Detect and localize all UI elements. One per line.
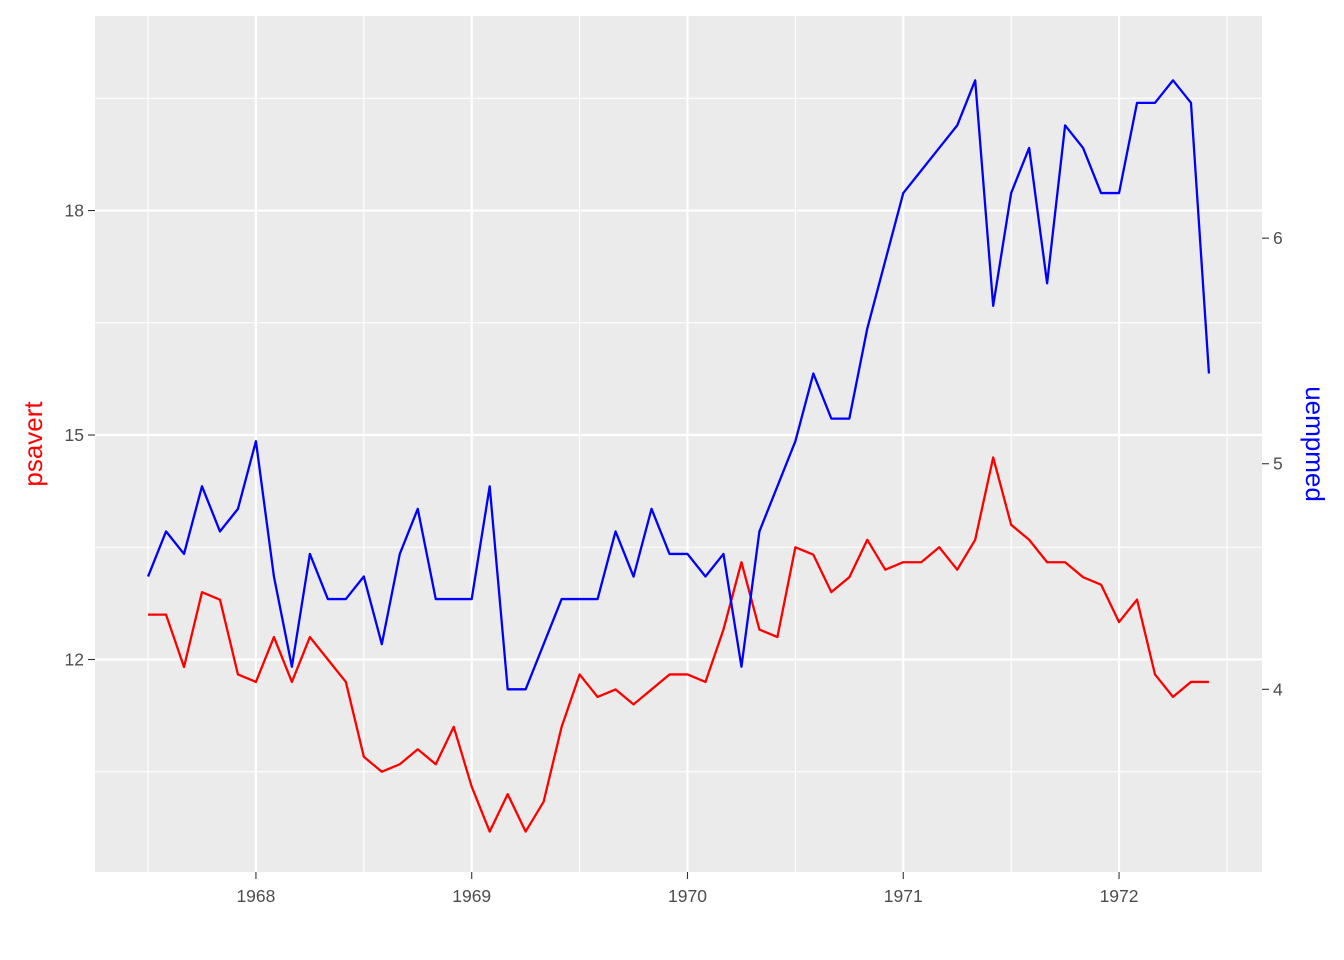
series-line-psavert — [148, 456, 1209, 833]
x-tick-label: 1968 — [236, 886, 275, 906]
y-right-tick-label: 6 — [1273, 228, 1283, 248]
y-axis-right-title: uempmed — [1300, 386, 1330, 502]
y-left-tick-label: 12 — [65, 649, 84, 669]
series-lines — [146, 79, 1211, 833]
x-tick-label: 1971 — [884, 886, 923, 906]
y-right-tick-label: 5 — [1273, 454, 1283, 474]
panel-background — [95, 16, 1262, 872]
y-left-tick-label: 15 — [65, 425, 84, 445]
x-tick-label: 1970 — [668, 886, 707, 906]
right-y-axis: 4 5 6 — [1262, 228, 1283, 699]
y-axis-left-title: psavert — [18, 401, 48, 487]
x-tick-label: 1969 — [452, 886, 491, 906]
left-y-axis: 12 15 18 — [65, 201, 95, 669]
y-right-tick-label: 4 — [1273, 679, 1283, 699]
x-axis: 1968 1969 1970 1971 1972 — [236, 872, 1139, 906]
minor-gridlines — [95, 16, 1262, 872]
series-line-uempmed — [146, 79, 1211, 691]
x-tick-label: 1972 — [1100, 886, 1139, 906]
y-left-tick-label: 18 — [65, 201, 84, 221]
